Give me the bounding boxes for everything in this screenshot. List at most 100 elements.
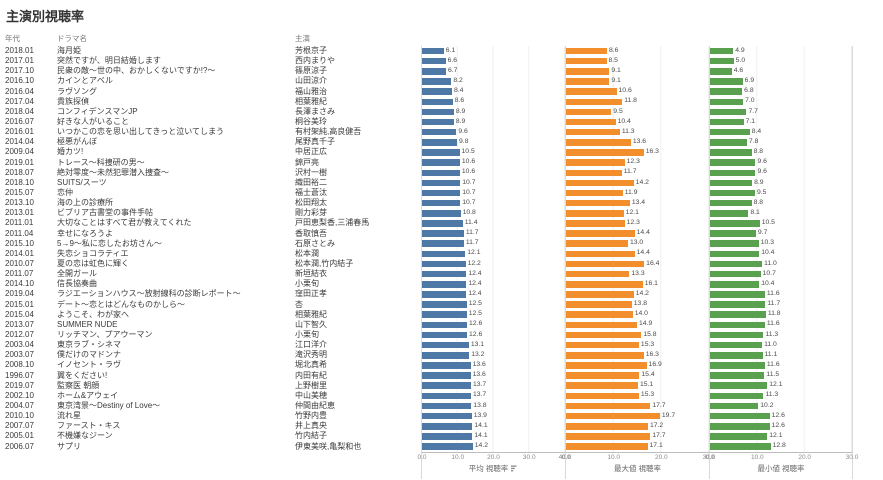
drama-cell[interactable]: カインとアベル: [57, 76, 113, 86]
min-bar[interactable]: [710, 362, 765, 369]
max-bar[interactable]: [566, 149, 644, 156]
min-bar[interactable]: [710, 179, 753, 187]
min-bar[interactable]: [710, 281, 760, 288]
actor-cell[interactable]: 山下智久: [295, 319, 327, 329]
year-cell[interactable]: 1996.07: [5, 370, 34, 380]
column-header-year[interactable]: 年代: [5, 34, 20, 43]
year-cell[interactable]: 2003.07: [5, 350, 34, 360]
drama-cell[interactable]: トレース〜科捜研の男〜: [57, 157, 145, 167]
max-bar[interactable]: [566, 88, 617, 95]
year-cell[interactable]: 2017.04: [5, 96, 34, 106]
actor-cell[interactable]: 桐谷美玲: [295, 117, 327, 127]
actor-cell[interactable]: 沢村一樹: [295, 167, 327, 177]
avg-bar[interactable]: [422, 281, 467, 288]
drama-cell[interactable]: ホーム&アウェイ: [57, 390, 119, 400]
min-bar[interactable]: [710, 270, 761, 278]
drama-cell[interactable]: 絶対零度〜未然犯罪潜入捜査〜: [57, 167, 169, 177]
year-cell[interactable]: 2016.07: [5, 117, 34, 127]
actor-cell[interactable]: 松田翔太: [295, 198, 327, 208]
year-cell[interactable]: 2018.07: [5, 167, 34, 177]
drama-cell[interactable]: 東京湾景〜Destiny of Love〜: [57, 400, 161, 410]
year-cell[interactable]: 2014.10: [5, 279, 34, 289]
actor-cell[interactable]: 江口洋介: [295, 340, 327, 350]
avg-bar[interactable]: [422, 98, 453, 106]
max-bar[interactable]: [566, 341, 639, 349]
actor-cell[interactable]: 上野樹里: [295, 380, 327, 390]
max-bar[interactable]: [566, 270, 630, 278]
drama-cell[interactable]: 流れ星: [57, 411, 81, 421]
actor-cell[interactable]: 小栗旬: [295, 330, 319, 339]
year-cell[interactable]: 2014.04: [5, 137, 34, 147]
max-bar[interactable]: [566, 331, 642, 339]
drama-cell[interactable]: 婚カツ!: [57, 147, 84, 157]
min-bar[interactable]: [710, 98, 744, 106]
year-cell[interactable]: 2011.04: [5, 228, 34, 238]
min-bar[interactable]: [710, 230, 756, 237]
actor-cell[interactable]: 新垣結衣: [295, 269, 327, 279]
avg-bar[interactable]: [422, 402, 472, 410]
max-bar[interactable]: [566, 240, 628, 247]
max-bar[interactable]: [566, 220, 625, 227]
actor-cell[interactable]: 石原さとみ: [295, 238, 335, 248]
avg-bar[interactable]: [422, 128, 457, 136]
avg-bar[interactable]: [422, 230, 464, 237]
drama-cell[interactable]: サプリ: [57, 441, 81, 451]
avg-bar[interactable]: [422, 301, 467, 308]
min-bar[interactable]: [710, 88, 743, 95]
max-bar[interactable]: [566, 291, 634, 298]
avg-bar[interactable]: [422, 179, 461, 187]
year-cell[interactable]: 2008.10: [5, 360, 34, 370]
drama-cell[interactable]: 恋仲: [57, 188, 73, 198]
avg-axis-title[interactable]: 平均 視聴率: [422, 465, 565, 474]
min-bar[interactable]: [710, 392, 764, 400]
actor-cell[interactable]: 竹内結子: [295, 431, 327, 441]
drama-cell[interactable]: 大切なことはすべて君が教えてくれた: [57, 218, 192, 228]
avg-bar[interactable]: [422, 291, 467, 298]
max-bar[interactable]: [566, 433, 651, 440]
year-cell[interactable]: 2015.04: [5, 309, 34, 319]
drama-cell[interactable]: 幸せになろうよ: [57, 228, 113, 238]
year-cell[interactable]: 2016.04: [5, 86, 34, 96]
max-bar[interactable]: [566, 78, 610, 85]
actor-cell[interactable]: 長澤まさみ: [295, 106, 335, 116]
actor-cell[interactable]: 香取慎吾: [295, 228, 327, 238]
actor-cell[interactable]: 井上真央: [295, 421, 327, 431]
max-bar[interactable]: [566, 311, 633, 318]
avg-bar[interactable]: [422, 362, 471, 369]
year-cell[interactable]: 2019.07: [5, 380, 34, 390]
min-bar[interactable]: [710, 240, 759, 247]
avg-bar[interactable]: [422, 149, 460, 156]
avg-bar[interactable]: [422, 352, 470, 359]
min-bar[interactable]: [710, 220, 760, 227]
avg-bar[interactable]: [422, 220, 463, 227]
drama-cell[interactable]: コンフィデンスマンJP: [57, 106, 138, 116]
actor-cell[interactable]: 中山美穂: [295, 390, 327, 400]
max-bar[interactable]: [566, 139, 631, 146]
actor-cell[interactable]: 相葉雅紀: [295, 309, 327, 319]
max-bar[interactable]: [566, 230, 635, 237]
actor-cell[interactable]: 滝沢秀明: [295, 350, 327, 360]
avg-bar[interactable]: [422, 189, 461, 197]
max-bar[interactable]: [566, 179, 634, 187]
max-bar[interactable]: [566, 250, 635, 258]
min-bar[interactable]: [710, 189, 755, 197]
actor-cell[interactable]: 福山雅治: [295, 86, 327, 96]
actor-cell[interactable]: 錦戸亮: [295, 157, 319, 167]
drama-cell[interactable]: SUMMER NUDE: [57, 319, 118, 329]
max-bar[interactable]: [566, 382, 638, 389]
year-cell[interactable]: 2007.07: [5, 421, 34, 431]
actor-cell[interactable]: 堀北真希: [295, 360, 327, 370]
min-bar[interactable]: [710, 341, 763, 349]
year-cell[interactable]: 2016.10: [5, 76, 34, 86]
avg-bar[interactable]: [422, 382, 471, 389]
year-cell[interactable]: 2006.07: [5, 441, 34, 451]
max-bar[interactable]: [566, 47, 607, 55]
min-bar[interactable]: [710, 352, 763, 359]
min-bar[interactable]: [710, 118, 744, 126]
year-cell[interactable]: 2004.07: [5, 400, 34, 410]
min-bar[interactable]: [710, 149, 752, 156]
column-header-drama[interactable]: ドラマ名: [57, 34, 87, 43]
avg-bar[interactable]: [422, 443, 473, 450]
actor-cell[interactable]: 西内まりや: [295, 56, 335, 66]
drama-cell[interactable]: 僕だけのマドンナ: [57, 350, 121, 360]
